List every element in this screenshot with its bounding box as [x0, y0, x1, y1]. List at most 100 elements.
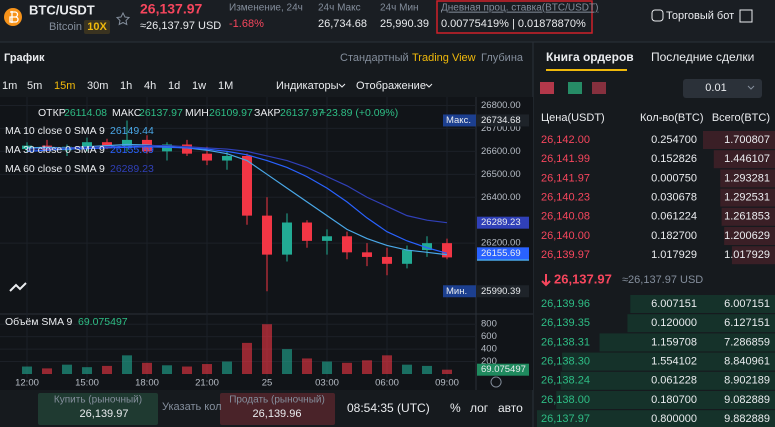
ma-line [26, 146, 448, 254]
depth-bar [560, 371, 775, 390]
book-price[interactable]: 26,138.00 [541, 394, 590, 406]
candle-body [382, 256, 392, 264]
book-price[interactable]: 26,139.96 [541, 298, 590, 310]
x-tick-label: 09:00 [435, 378, 459, 389]
interval[interactable]: 30m [87, 80, 108, 92]
book-total: 8.902189 [724, 375, 770, 387]
sell-price: 26,139.96 [253, 408, 302, 420]
book-price[interactable]: 26,140.23 [541, 192, 590, 204]
depth-bar [720, 169, 775, 188]
book-total: 8.840961 [724, 356, 770, 368]
bot-icon[interactable] [651, 9, 664, 22]
depth-bar [721, 207, 775, 226]
book-amount: 1.017929 [651, 249, 697, 261]
y-tick-label: 200 [481, 356, 497, 367]
interval[interactable]: 1w [192, 80, 206, 92]
stat-value: 25,990.39 [380, 18, 429, 30]
view-tab[interactable]: Trading View [412, 52, 476, 64]
dropdown-arrow [338, 83, 346, 88]
x-tick-label: 21:00 [195, 378, 219, 389]
book-price[interactable]: 26,138.31 [541, 336, 590, 348]
interval[interactable]: 1M [218, 80, 233, 92]
book-mode-icon[interactable] [592, 82, 606, 94]
book-mode-icon[interactable] [540, 82, 554, 94]
book-price[interactable]: 26,138.30 [541, 356, 590, 368]
step-value: 0.01 [705, 82, 726, 94]
book-price[interactable]: 26,137.97 [541, 413, 590, 425]
book-tab[interactable]: Последние сделки [651, 50, 754, 64]
book-price[interactable]: 26,140.00 [541, 230, 590, 242]
depth-bar [720, 188, 775, 207]
ma-value: 26149.44 [110, 125, 154, 137]
volume-bar [262, 324, 272, 374]
coin-symbol [9, 11, 19, 23]
book-price[interactable]: 26,142.00 [541, 134, 590, 146]
funding-value: 0.00775419% | 0.01878870% [441, 18, 586, 30]
clock: 08:54:35 (UTC) [347, 401, 430, 415]
book-total: 7.286859 [724, 336, 770, 348]
settings-icon[interactable] [490, 376, 502, 388]
book-price[interactable]: 26,141.99 [541, 153, 590, 165]
interval[interactable]: 15m [54, 80, 75, 92]
grid-icon[interactable] [739, 9, 753, 23]
book-price[interactable]: 26,139.35 [541, 317, 590, 329]
view-tab[interactable]: Стандартный [340, 52, 409, 64]
indicators-menu[interactable]: Индикаторы [276, 80, 339, 92]
bot-link[interactable]: Торговый бот [666, 10, 734, 22]
scale-option[interactable]: % [450, 401, 461, 415]
ohlc-legend: +23.89 (+0.09%) [320, 107, 398, 119]
volume-bar [382, 355, 392, 374]
volume-bar [402, 364, 412, 374]
scale-option[interactable]: авто [498, 401, 523, 415]
book-price[interactable]: 26,141.97 [541, 172, 590, 184]
interval[interactable]: 1m [2, 80, 17, 92]
depth-bar [724, 227, 775, 245]
favorite-icon[interactable] [115, 11, 131, 26]
x-tick-label: 18:00 [135, 378, 159, 389]
buy-button[interactable] [38, 393, 158, 425]
step-select[interactable] [683, 79, 762, 98]
candle-body [262, 215, 272, 255]
book-total: 1.446107 [724, 153, 770, 165]
x-tick-label: 06:00 [375, 378, 399, 389]
book-total: 1.293281 [724, 172, 770, 184]
book-tab[interactable]: Книга ордеров [546, 50, 634, 64]
scale-option[interactable]: лог [470, 401, 489, 415]
stat-label: 24ч Макс [318, 3, 361, 14]
mid-price-usd: ≈26,137.97 USD [622, 274, 703, 286]
book-total: 9.082889 [724, 394, 770, 406]
y-tick-label: 26600.00 [481, 146, 521, 157]
mid-price: 26,137.97 [554, 271, 612, 286]
book-price[interactable]: 26,138.24 [541, 375, 590, 387]
interval[interactable]: 5m [27, 80, 42, 92]
tab-underline [546, 69, 627, 71]
candle-body [442, 243, 452, 258]
volume-bar [42, 368, 52, 374]
highlight-box [436, 0, 593, 34]
book-amount: 0.800000 [651, 413, 697, 425]
ma-legend: MA 30 close 0 SMA 9 [5, 144, 105, 156]
volume-bar [82, 367, 92, 374]
interval[interactable]: 1d [168, 80, 180, 92]
volume-bar [302, 358, 312, 374]
volume-legend: Объём SMA 9 [5, 316, 72, 328]
volume-bar [242, 342, 252, 374]
book-price[interactable]: 26,140.08 [541, 211, 590, 223]
book-mode-icon[interactable] [568, 82, 582, 94]
column-header: Цена(USDT) [541, 112, 605, 124]
stat-value: -1.68% [229, 18, 264, 30]
ohlc-legend: ЗАКР [254, 107, 280, 119]
y-tick-label: 600 [481, 331, 497, 342]
amount-input[interactable]: Указать кол [162, 401, 222, 413]
display-menu[interactable]: Отображение [356, 80, 426, 92]
book-price[interactable]: 26,139.97 [541, 249, 590, 261]
sell-button[interactable] [220, 393, 335, 425]
interval[interactable]: 4h [144, 80, 156, 92]
book-amount: 0.182700 [651, 230, 697, 242]
book-amount: 0.152826 [651, 153, 697, 165]
view-tab[interactable]: Глубина [481, 52, 524, 64]
book-amount: 0.254700 [651, 134, 697, 146]
volume-bar [142, 362, 152, 374]
interval[interactable]: 1h [120, 80, 132, 92]
volume-bar [322, 361, 332, 374]
